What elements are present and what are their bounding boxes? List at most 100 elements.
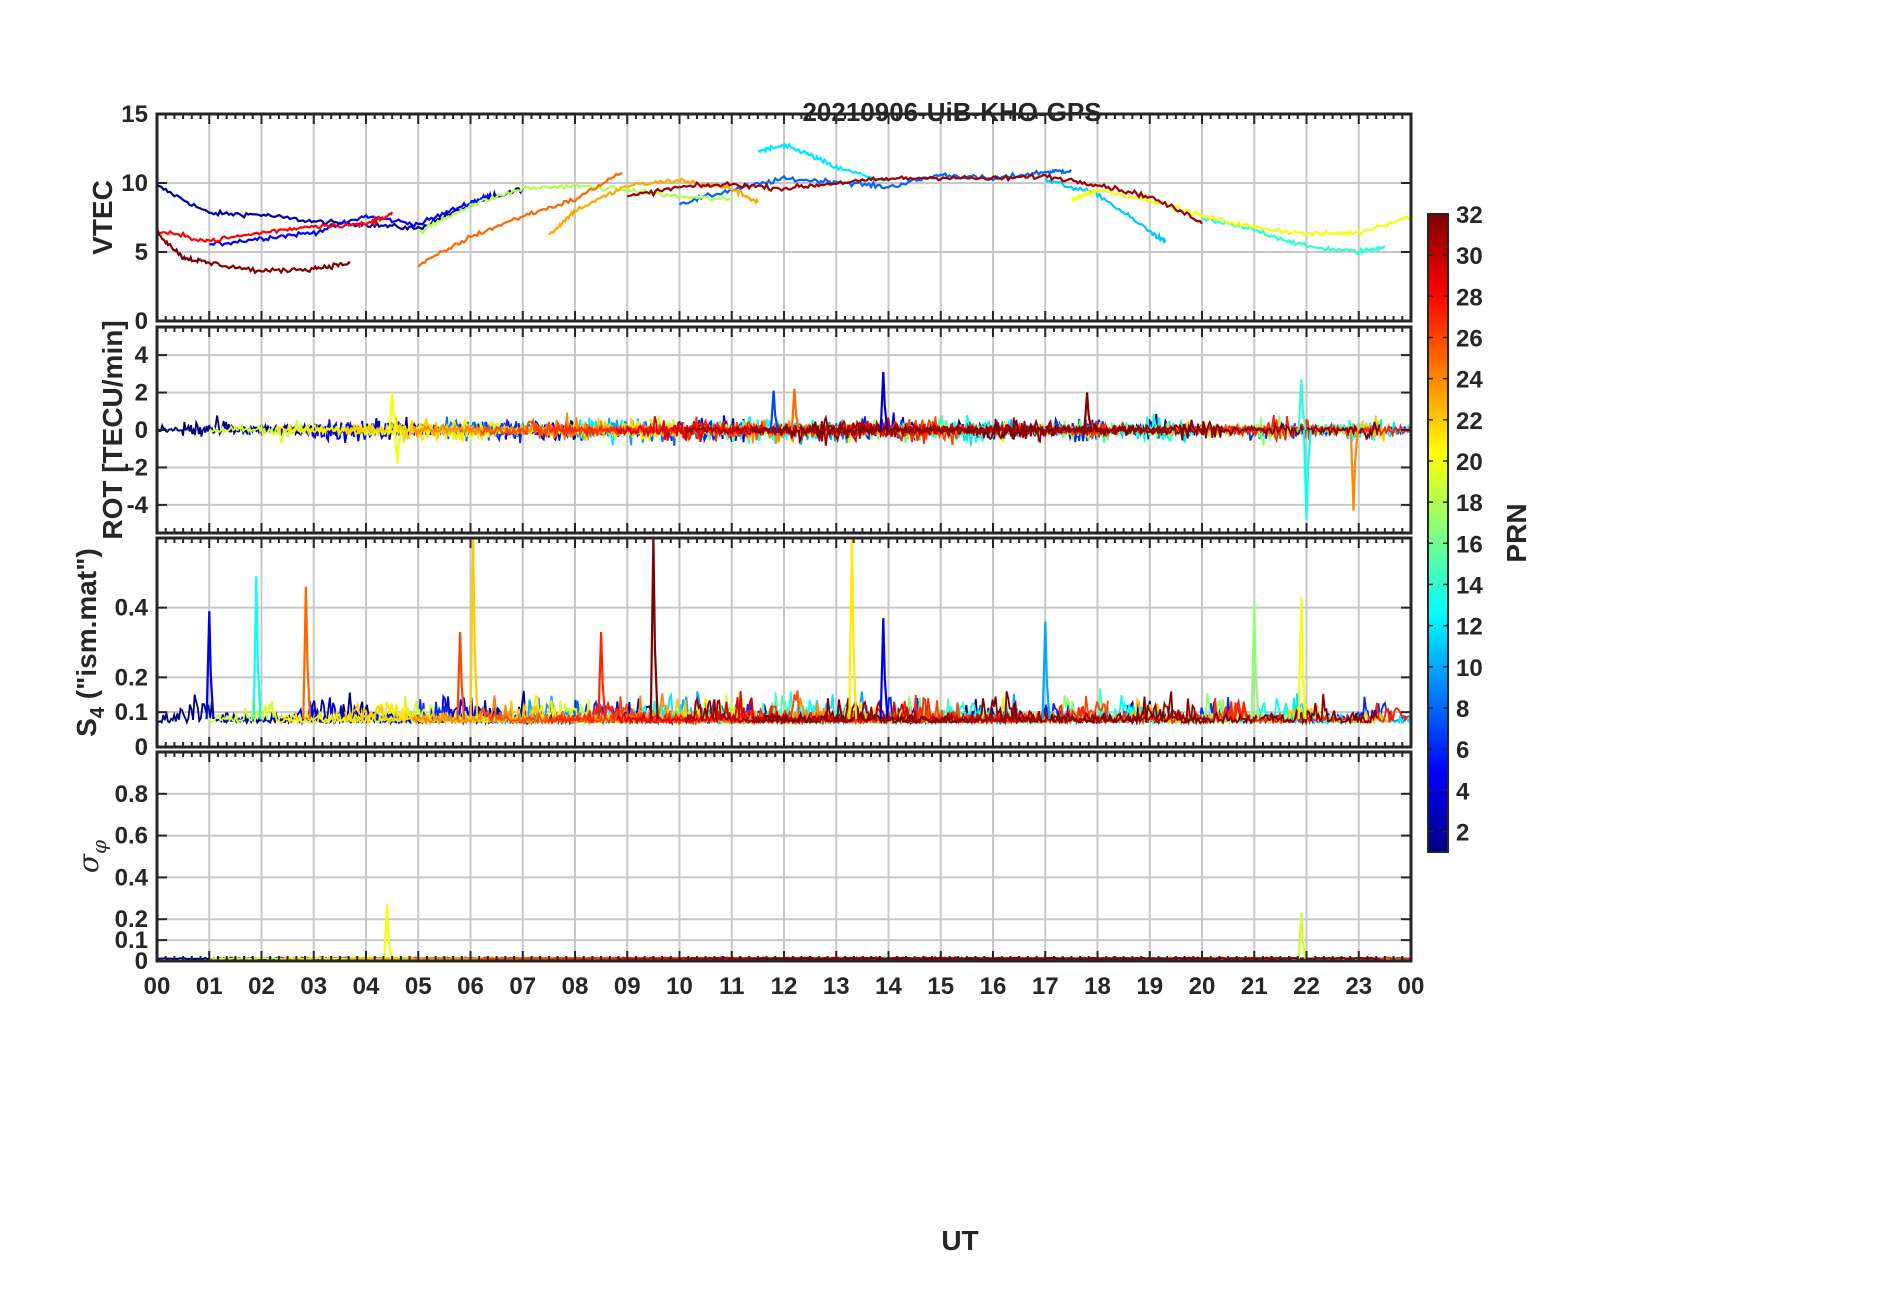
colorbar-tick-label: 32 bbox=[1456, 202, 1483, 229]
rot-spike-prn-32 bbox=[1083, 392, 1093, 431]
colorbar-tick-label: 30 bbox=[1456, 243, 1483, 270]
colorbar-tick-label: 22 bbox=[1456, 408, 1483, 435]
x-tick-label: 09 bbox=[614, 973, 641, 1000]
colorbar-tick-label: 28 bbox=[1456, 284, 1483, 311]
x-tick-label: 20 bbox=[1189, 973, 1216, 1000]
y-tick-label: 0.4 bbox=[115, 595, 149, 622]
x-tick-label: 18 bbox=[1084, 973, 1111, 1000]
sigma-phi-ylabel: σφ bbox=[72, 840, 111, 873]
s4-spike-prn-22 bbox=[469, 538, 479, 720]
s4-spike-prn-4 bbox=[879, 618, 889, 720]
x-tick-labels: 00 01 02 03 04 05 06 07 08 09 10 11 12 13 14 15 16 17 18 19… bbox=[144, 973, 1425, 1000]
x-tick-label: 23 bbox=[1345, 973, 1372, 1000]
vtec-series-prn-31 bbox=[627, 172, 1203, 225]
vtec-panel: 0 5 10 15 VTEC bbox=[87, 101, 1413, 335]
y-tick-label: 0.1 bbox=[115, 927, 148, 954]
s4-spike-prn-25 bbox=[302, 586, 312, 720]
x-tick-label: 22 bbox=[1293, 973, 1320, 1000]
rot-series-prn-32 bbox=[751, 414, 1381, 445]
colorbar-gradient bbox=[1427, 213, 1449, 853]
x-tick-label: 10 bbox=[666, 973, 693, 1000]
s4-spike-prn-26 bbox=[456, 631, 466, 720]
colorbar-tick-label: 2 bbox=[1456, 819, 1469, 846]
y-tick-label: 0.8 bbox=[115, 781, 148, 808]
vtec-series-prn-28 bbox=[157, 211, 394, 244]
rot-spike-prn-20 bbox=[388, 392, 398, 431]
y-tick-label: 0 bbox=[135, 734, 148, 761]
vtec-series-prn-32 bbox=[157, 231, 351, 275]
x-tick-label: 02 bbox=[248, 973, 275, 1000]
vtec-series-prn-5 bbox=[209, 189, 498, 247]
y-tick-label: 0.2 bbox=[115, 664, 148, 691]
s4-spike-prn-10 bbox=[1041, 621, 1051, 720]
rot-spike-prn-3 bbox=[879, 371, 889, 431]
colorbar-tick-label: 6 bbox=[1456, 737, 1469, 764]
colorbar-tick-label: 26 bbox=[1456, 325, 1483, 352]
s4-series-prn-32 bbox=[751, 691, 1379, 726]
vtec-series-prn-8 bbox=[678, 168, 1072, 206]
s4-spike-prn-21 bbox=[848, 538, 858, 720]
x-tick-label: 19 bbox=[1136, 973, 1163, 1000]
x-tick-label: 13 bbox=[823, 973, 850, 1000]
s4-spike-prn-27 bbox=[597, 631, 607, 720]
sigma-phi-spike-prn-20 bbox=[383, 904, 393, 960]
y-tick-label: -4 bbox=[127, 492, 149, 519]
rot-spike-prn-14 bbox=[1297, 379, 1307, 431]
rot-spike-prn-25 bbox=[790, 388, 800, 431]
colorbar-tick-label: 10 bbox=[1456, 655, 1483, 682]
s4-spike-prn-4 bbox=[205, 611, 215, 720]
figure-title: 20210906-UiB-KHO-GPS bbox=[802, 97, 1101, 127]
s4-ylabel: S4 ("ism.mat") bbox=[71, 548, 109, 737]
y-tick-label: 10 bbox=[121, 170, 148, 197]
s4-spike-prn-32 bbox=[649, 538, 659, 720]
colorbar-tick-label: 4 bbox=[1456, 778, 1470, 805]
x-tick-label: 14 bbox=[875, 973, 902, 1000]
colorbar-tick-label: 16 bbox=[1456, 531, 1483, 558]
sigma-phi-panel: 00.10.2 0.4 0.6 0.8 σφ bbox=[72, 750, 1413, 975]
x-axis-label: UT bbox=[941, 1225, 978, 1256]
x-tick-label: 00 bbox=[1398, 973, 1425, 1000]
vtec-series-prn-12 bbox=[757, 142, 890, 182]
y-tick-label: 4 bbox=[135, 342, 149, 369]
colorbar-tick-label: 20 bbox=[1456, 449, 1483, 476]
y-tick-label: 0 bbox=[135, 308, 148, 335]
x-tick-label: 06 bbox=[457, 973, 484, 1000]
colorbar-label: PRN bbox=[1501, 503, 1532, 562]
x-tick-label: 00 bbox=[144, 973, 171, 1000]
y-tick-label: 0.4 bbox=[115, 864, 149, 891]
x-tick-label: 17 bbox=[1032, 973, 1059, 1000]
vtec-series-prn-25 bbox=[417, 171, 623, 268]
y-tick-label: 5 bbox=[135, 239, 148, 266]
rot-series-prn-27 bbox=[1227, 416, 1411, 441]
colorbar-tick-label: 18 bbox=[1456, 490, 1483, 517]
rot-panel: -4 -2 0 2 4 ROT [TECU/min] bbox=[97, 320, 1413, 540]
s4-series-prn-31 bbox=[683, 696, 1208, 726]
y-tick-label: 0 bbox=[135, 948, 148, 975]
y-tick-label: 2 bbox=[135, 380, 148, 407]
vtec-ylabel: VTEC bbox=[87, 180, 118, 255]
sigma-phi-series-prn-32 bbox=[752, 956, 1380, 960]
colorbar-tick-label: 24 bbox=[1456, 367, 1483, 394]
y-tick-label: 0.6 bbox=[115, 823, 148, 850]
x-tick-label: 07 bbox=[509, 973, 536, 1000]
vtec-series-prn-20 bbox=[1070, 188, 1411, 238]
s4-axes bbox=[155, 536, 1413, 749]
rot-axes bbox=[155, 325, 1413, 535]
y-tick-label: 0.2 bbox=[115, 906, 148, 933]
colorbar-tick-label: 14 bbox=[1456, 572, 1483, 599]
rot-spike-prn-7 bbox=[769, 390, 779, 431]
rot-spike-prn-24 bbox=[1349, 429, 1359, 511]
sigma-phi-spike-prn-19 bbox=[1297, 912, 1307, 960]
x-tick-label: 11 bbox=[719, 973, 744, 1000]
vtec-series-prn-23 bbox=[548, 177, 759, 236]
colorbar-tick-label: 8 bbox=[1456, 696, 1469, 723]
x-tick-label: 05 bbox=[405, 973, 432, 1000]
x-tick-label: 01 bbox=[196, 973, 223, 1000]
x-tick-label: 08 bbox=[562, 973, 589, 1000]
s4-spike-prn-17 bbox=[1250, 604, 1260, 720]
s4-panel: 0 0.1 0.2 0.4 S4 ("ism.mat") bbox=[71, 536, 1413, 761]
vtec-series-prn-11 bbox=[1044, 177, 1167, 244]
y-tick-label: 0 bbox=[135, 417, 148, 444]
